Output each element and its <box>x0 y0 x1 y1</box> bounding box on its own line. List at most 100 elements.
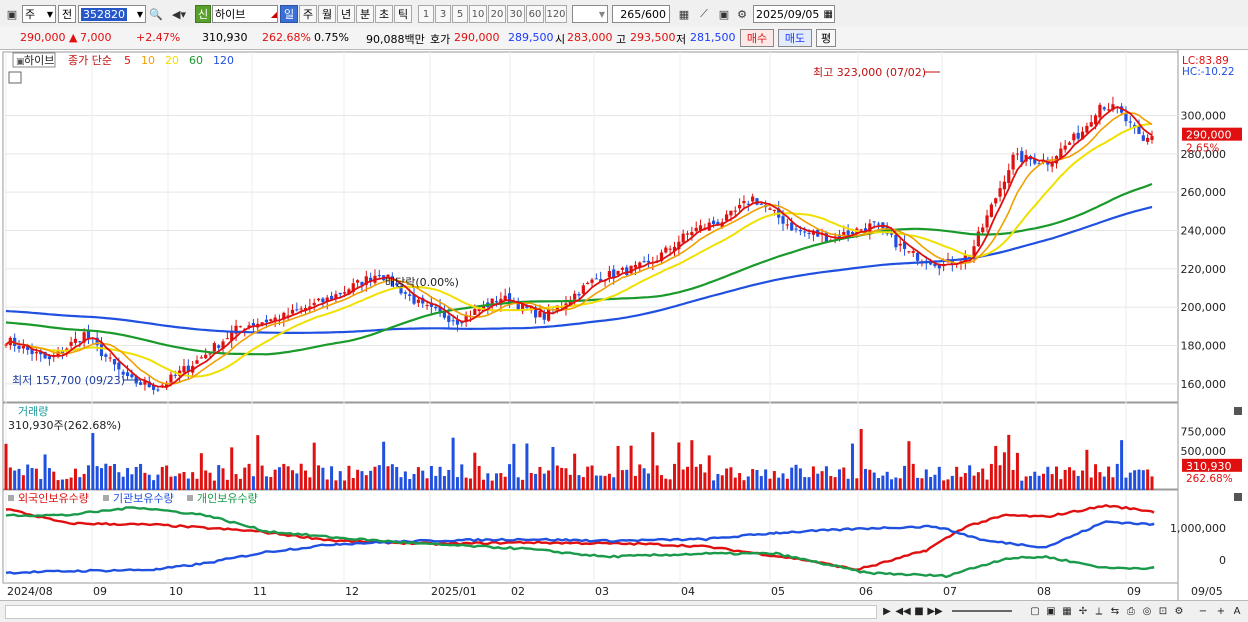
date-input[interactable]: 2025/09/05 ▦ <box>753 5 835 23</box>
candle-body <box>972 246 976 257</box>
period-button[interactable]: 분 <box>356 5 374 23</box>
price-tick: 300,000 <box>1181 110 1227 123</box>
layout2-icon[interactable]: ▣ <box>1046 605 1056 617</box>
legend-swatch <box>187 495 193 501</box>
volume-bar <box>47 468 51 490</box>
interval-button[interactable]: 60 <box>526 5 544 23</box>
market-value: 주 <box>25 8 36 21</box>
chart-settings-icon[interactable]: ▦ <box>678 7 690 21</box>
volume-bar <box>1076 475 1080 490</box>
search-icon[interactable]: 🔍 <box>149 7 163 21</box>
stop-icon[interactable]: ■ <box>914 605 924 617</box>
candle-body <box>282 312 286 320</box>
interval-button[interactable]: 20 <box>488 5 506 23</box>
sell-button[interactable]: 매도 <box>778 29 812 47</box>
candle-body <box>442 311 447 318</box>
volume-bar <box>369 470 373 490</box>
candle-body <box>785 224 789 226</box>
window-icon[interactable]: ▣ <box>6 7 18 21</box>
print-icon[interactable]: ⎙ <box>1127 605 1135 617</box>
lock-icon[interactable]: ⊡ <box>1158 605 1168 617</box>
save-icon[interactable]: ▣ <box>718 7 730 21</box>
count-input[interactable]: 265/600 <box>612 5 670 23</box>
rewind-icon[interactable]: ◀◀ <box>895 605 911 617</box>
ruler-icon[interactable]: ⟂ <box>1095 605 1103 617</box>
interval-button[interactable]: 5 <box>452 5 468 23</box>
candle-body <box>86 330 91 339</box>
candle-body <box>290 309 295 314</box>
calendar-icon[interactable]: ▦ <box>823 8 833 20</box>
volume-bar <box>859 429 863 490</box>
candle-body <box>863 228 868 232</box>
zoom-in-icon[interactable]: + <box>1216 605 1226 617</box>
volume-bar <box>277 467 281 490</box>
layout-icon[interactable]: ▢ <box>1030 605 1040 617</box>
stock-code-input[interactable]: 352820 ▼ <box>78 5 146 23</box>
volume-bar <box>963 473 967 490</box>
text-size-icon[interactable]: A <box>1233 605 1241 617</box>
scroll-right-icon[interactable]: ▶ <box>883 605 891 617</box>
candle-body <box>273 317 277 322</box>
period-button[interactable]: 주 <box>299 5 317 23</box>
zoom-slider[interactable] <box>952 610 1012 612</box>
x-tick: 05 <box>771 585 785 598</box>
interval-button[interactable]: 10 <box>469 5 487 23</box>
candle-body <box>321 298 325 303</box>
candle-body <box>1059 148 1063 159</box>
candle-body <box>186 365 190 372</box>
quote-bar <box>0 27 1248 50</box>
volume-bar <box>312 442 316 490</box>
volume-bar <box>52 471 56 490</box>
zoom-out-icon[interactable]: − <box>1198 605 1208 617</box>
market-select[interactable]: 주 ▼ <box>22 5 56 23</box>
candle-body <box>729 210 733 216</box>
interval-button[interactable]: 120 <box>545 5 567 23</box>
holdings-legend: 외국인보유수량 <box>18 492 89 505</box>
interval-button[interactable]: 30 <box>507 5 525 23</box>
gear-icon[interactable]: ⚙ <box>737 7 747 21</box>
config-icon[interactable]: ⚙ <box>1174 605 1184 617</box>
stock-chart[interactable]: 300,000 280,000 260,000 240,000 220,000 200,0… <box>0 50 1248 600</box>
camera-icon[interactable]: ◎ <box>1142 605 1152 617</box>
volume-bar <box>1015 452 1019 490</box>
volume-bar <box>351 477 355 490</box>
candle-body <box>703 227 707 229</box>
compare-icon[interactable]: ⇆ <box>1110 605 1120 617</box>
candle-body <box>369 277 373 282</box>
crosshair-icon[interactable]: ✢ <box>1078 605 1088 617</box>
volume-bar <box>924 469 928 490</box>
interval-input[interactable]: ▼ <box>572 5 608 23</box>
grid-icon[interactable]: ▦ <box>1062 605 1072 617</box>
average-button[interactable]: 평 <box>816 29 836 47</box>
candle-body <box>121 371 125 375</box>
candle-body <box>733 210 737 212</box>
period-button[interactable]: 월 <box>318 5 336 23</box>
volume-bar <box>429 465 433 490</box>
period-button[interactable]: 틱 <box>394 5 412 23</box>
scope-button[interactable]: 전 <box>58 5 76 23</box>
interval-button[interactable]: 3 <box>435 5 451 23</box>
period-button[interactable]: 일 <box>280 5 298 23</box>
time-scrollbar[interactable] <box>5 605 877 619</box>
volume-bar <box>1072 470 1076 490</box>
status-bar: ▶ ◀◀ ■ ▶▶ ▢ ▣ ▦ ✢ ⟂ ⇆ ⎙ ◎ ⊡ ⚙ − + A <box>0 600 1248 622</box>
candle-body <box>342 292 347 294</box>
candle-body <box>846 230 850 235</box>
interval-button[interactable]: 1 <box>418 5 434 23</box>
candle-body <box>759 203 763 205</box>
volume-bar <box>1150 476 1154 490</box>
buy-button[interactable]: 매수 <box>740 29 774 47</box>
period-button[interactable]: 년 <box>337 5 355 23</box>
volume-bar <box>1124 477 1128 490</box>
period-button[interactable]: 초 <box>375 5 393 23</box>
speaker-icon[interactable]: ◀▾ <box>172 7 186 21</box>
candle-body <box>69 342 73 346</box>
draw-tool-icon[interactable]: ⟋ <box>700 7 708 20</box>
volume-bar <box>73 468 77 490</box>
holdings-tick: 1,000,000 <box>1170 522 1226 535</box>
forward-icon[interactable]: ▶▶ <box>927 605 943 617</box>
candle-body <box>633 264 638 268</box>
volume-bar <box>395 467 399 490</box>
candle-body <box>316 298 321 301</box>
